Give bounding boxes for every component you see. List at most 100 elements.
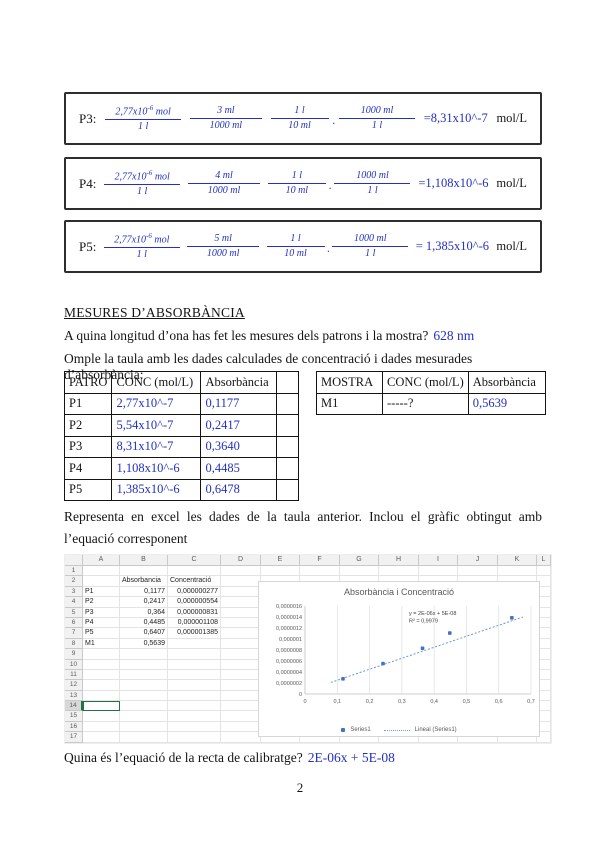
table-row: P2 5,54x10^-7 0,2417 <box>63 414 300 437</box>
column-header-H: H <box>379 555 419 566</box>
conc-value: 2,77x10^-7 <box>111 392 202 415</box>
box-label: P3: <box>79 110 97 126</box>
x-tick-label: 0,3 <box>398 699 406 705</box>
excel-cell-B14 <box>120 701 168 712</box>
excel-cell-C12 <box>168 680 221 691</box>
spacer-cell <box>276 414 300 437</box>
column-header-G: G <box>340 555 379 566</box>
excel-cell-L14 <box>537 701 551 712</box>
abs-value: 0,1177 <box>200 392 278 415</box>
row-header-13: 13 <box>65 690 83 702</box>
excel-cell-B10 <box>120 659 168 670</box>
row-header-12: 12 <box>65 680 83 691</box>
excel-cell-D16 <box>221 721 261 733</box>
excel-cell-B5: 0,364 <box>120 607 168 618</box>
abs-value: 0,6478 <box>200 478 278 501</box>
multiply-dot: . <box>332 113 336 127</box>
calibration-chart: Absorbància i Concentració 0 0,0000002 0,0… <box>258 581 540 737</box>
wavelength-question: A quina longitud d’ona has fet les mesur… <box>64 328 542 344</box>
excel-cell-A2 <box>83 576 120 587</box>
row-header-7: 7 <box>65 628 83 639</box>
column-header-I: I <box>419 555 458 566</box>
spacer-cell <box>276 435 300 458</box>
excel-cell-L2 <box>537 576 551 587</box>
row-header-3: 3 <box>65 586 83 598</box>
excel-cell-D7 <box>221 628 261 639</box>
fraction-aliquot: 5 ml 1000 ml <box>187 233 260 260</box>
excel-cell-A15 <box>83 711 120 722</box>
fraction-dilution: 1 l 10 ml <box>266 233 325 260</box>
excel-cell-B3: 0,1177 <box>120 586 168 598</box>
excel-cell-H17 <box>379 732 419 743</box>
excel-cell-C16 <box>168 721 221 733</box>
excel-cell-C2: Concentració <box>168 576 221 587</box>
fraction-stock: 2,77x10-6 mol 1 l <box>103 232 180 261</box>
row-header-11: 11 <box>65 669 83 681</box>
conc-value: 1,385x10^-6 <box>111 478 202 501</box>
conc-value: 1,108x10^-6 <box>111 457 202 480</box>
col-header-conc: CONC (mol/L) <box>382 371 469 394</box>
fraction-conversion: 1000 ml 1 l <box>334 170 411 197</box>
x-tick-label: 0,7 <box>527 699 535 705</box>
row-header-5: 5 <box>65 607 83 618</box>
excel-cell-C7: 0,000001385 <box>168 628 221 639</box>
excel-cell-A6: P4 <box>83 617 120 629</box>
excel-cell-L4 <box>537 597 551 608</box>
excel-cell-J1 <box>458 566 498 577</box>
excel-cell-A10 <box>83 659 120 670</box>
equation-question: Quina és l’equació de la recta de calibr… <box>64 750 542 766</box>
row-header-14: 14 <box>65 701 83 712</box>
excel-cell-D4 <box>221 597 261 608</box>
excel-cell-D14 <box>221 701 261 712</box>
x-tick-label: 0,5 <box>463 699 471 705</box>
multiply-dot: . <box>326 241 330 255</box>
excel-cell-A1 <box>83 566 120 577</box>
question-text: A quina longitud d’ona has fet les mesur… <box>64 328 429 343</box>
excel-cell-A3: P1 <box>83 586 120 598</box>
excel-cell-A11 <box>83 669 120 681</box>
fraction-dilution: 1 l 10 ml <box>267 170 326 197</box>
excel-cell-L17 <box>537 732 551 743</box>
excel-cell-D13 <box>221 690 261 702</box>
spacer-cell <box>276 457 300 480</box>
table-row: P1 2,77x10^-7 0,1177 <box>63 392 300 415</box>
excel-cell-G1 <box>340 566 379 577</box>
excel-cell-I1 <box>419 566 458 577</box>
excel-cell-D9 <box>221 649 261 660</box>
excel-cell-C11 <box>168 669 221 681</box>
excel-cell-K1 <box>498 566 537 577</box>
table-row: M1 -----? 0,5639 <box>316 392 546 415</box>
excel-cell-D12 <box>221 680 261 691</box>
dilution-box-p5: P5: 2,77x10-6 mol 1 l 5 ml 1000 ml 1 l 10 m… <box>64 220 542 273</box>
conc-value: 8,31x10^-7 <box>111 435 202 458</box>
chart-legend: Series1 Lineal (Series1) <box>259 727 539 733</box>
y-tick-label: 0,000001 <box>279 637 302 643</box>
dilution-box-p3: P3: 2,77x10-6 mol 1 l 3 ml 1000 ml 1 l 10 m… <box>64 92 542 145</box>
fraction-dilution: 1 l 10 ml <box>270 105 329 132</box>
pattern-id: P5 <box>63 478 113 501</box>
y-tick-label: 0,0000002 <box>276 681 302 687</box>
spacer-cell <box>276 371 300 394</box>
data-point <box>341 676 345 681</box>
y-tick-label: 0,0000006 <box>276 659 302 665</box>
excel-cell-L8 <box>537 638 551 650</box>
excel-cell-L15 <box>537 711 551 722</box>
x-tick-label: 0 <box>303 699 306 705</box>
excel-cell-B17 <box>120 732 168 743</box>
box-result: =8,31x10^-7 <box>423 111 488 125</box>
excel-cell-A12 <box>83 680 120 691</box>
excel-cell-B13 <box>120 690 168 702</box>
excel-cell-C17 <box>168 732 221 743</box>
excel-cell-B1 <box>120 566 168 577</box>
column-header-L: L <box>537 555 551 566</box>
chart-plot-area: 0 0,0000002 0,0000004 0,0000006 0,0000008 0,0… <box>276 604 535 705</box>
box-result: =1,108x10^-6 <box>418 176 489 190</box>
data-point <box>448 631 452 635</box>
box-label: P4: <box>79 175 97 191</box>
excel-cell-L1 <box>537 566 551 577</box>
y-tick-label: 0,0000012 <box>276 626 302 632</box>
trendline <box>330 616 524 683</box>
excel-cell-A14 <box>83 701 120 712</box>
excel-cell-L7 <box>537 628 551 639</box>
excel-cell-K17 <box>498 732 537 743</box>
